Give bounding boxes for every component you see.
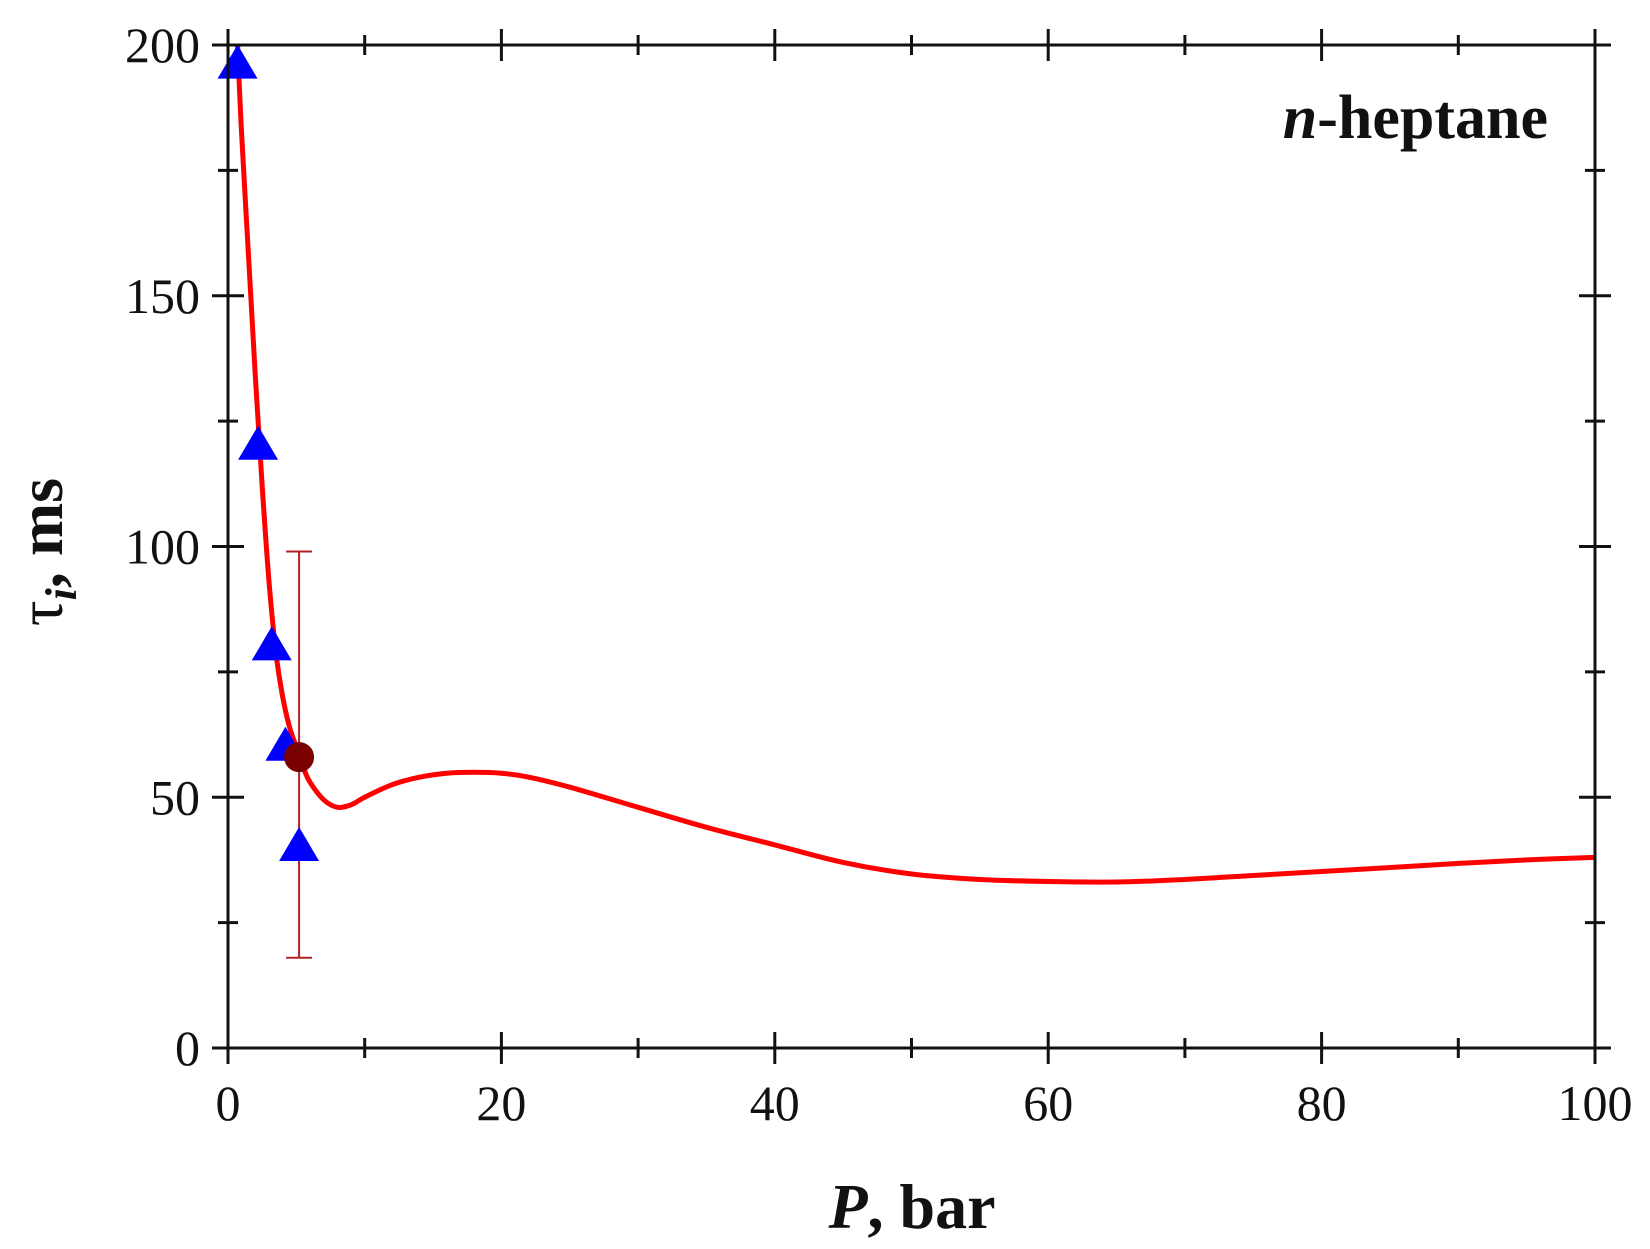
x-tick-label: 80 [1297, 1075, 1347, 1131]
model-curve-line [235, 44, 1596, 885]
annotation-rest: -heptane [1317, 84, 1548, 152]
x-tick-label: 40 [750, 1075, 800, 1131]
x-axis-unit: , bar [868, 1171, 996, 1242]
y-tick-label: 150 [125, 268, 200, 324]
x-tick-label: 20 [476, 1075, 526, 1131]
tick-marks [212, 29, 1611, 1064]
triangle-data-point [217, 44, 258, 79]
y-tick-label: 0 [175, 1020, 200, 1076]
y-tick-label: 100 [125, 519, 200, 575]
x-tick-labels: 0 20 40 60 80 100 [216, 1075, 1633, 1131]
y-axis-title: τi, ms [5, 478, 86, 626]
y-axis-unit: , ms [5, 478, 76, 588]
x-tick-label: 100 [1558, 1075, 1633, 1131]
plot-frame [226, 43, 1597, 1050]
x-tick-label: 60 [1023, 1075, 1073, 1131]
triangle-data-point [251, 626, 292, 661]
annotation-italic: n [1283, 84, 1317, 152]
circle-data-point [284, 742, 315, 773]
y-tick-labels: 0 50 100 150 200 [125, 17, 200, 1076]
y-tick-label: 50 [150, 769, 200, 825]
y-axis-symbol: τ [5, 600, 76, 626]
x-tick-label: 0 [216, 1075, 241, 1131]
triangle-data-point [238, 425, 279, 460]
x-axis-title: P, bar [827, 1171, 995, 1242]
x-axis-symbol: P [827, 1171, 868, 1242]
y-axis-subscript: i [37, 587, 86, 600]
triangle-data-point [279, 827, 320, 861]
y-tick-label: 200 [125, 17, 200, 73]
plot-data [217, 44, 1596, 959]
series-annotation: n-heptane [1283, 84, 1548, 152]
